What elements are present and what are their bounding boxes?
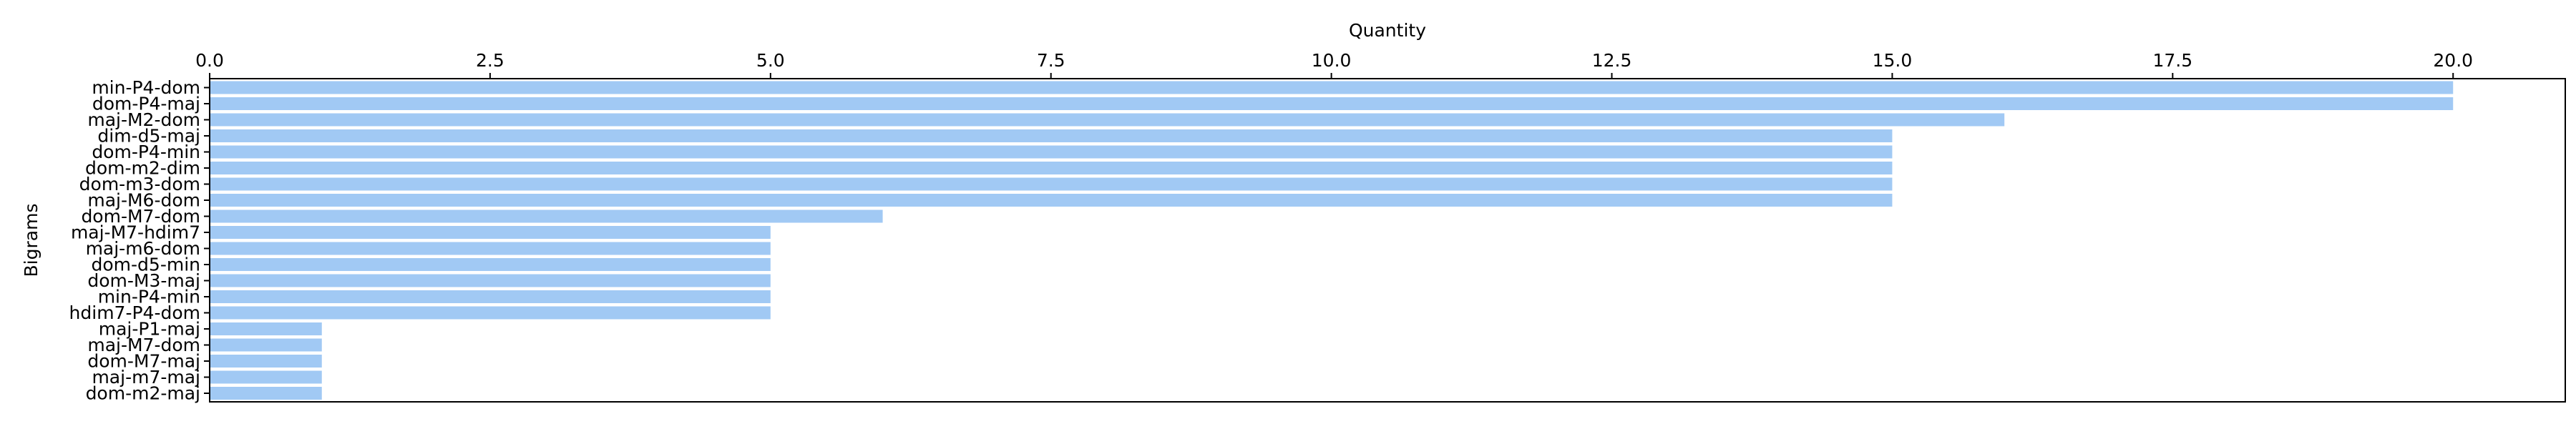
bar-maj-M7-hdim7: [210, 226, 771, 239]
y-tick-label: dom-m3-dom: [79, 174, 200, 194]
y-tick-label: maj-M6-dom: [87, 190, 200, 211]
y-tick-label: maj-M7-dom: [87, 335, 200, 355]
bar-dom-M3-maj: [210, 274, 771, 287]
y-tick-label: dom-m2-dim: [85, 158, 200, 179]
y-tick-label: maj-P1-maj: [99, 319, 200, 340]
y-tick-label: dom-P4-min: [92, 142, 200, 162]
y-tick-label: dom-M7-dom: [81, 206, 200, 227]
bar-min-P4-min: [210, 290, 771, 303]
y-tick-label: maj-m6-dom: [86, 238, 200, 259]
y-tick-layer: min-P4-domdom-P4-majmaj-M2-domdim-d5-maj…: [69, 77, 210, 404]
plot-area: [210, 79, 2565, 402]
x-tick-label: 7.5: [1037, 50, 1065, 71]
y-tick-label: maj-M7-hdim7: [71, 222, 200, 243]
y-tick-label: maj-M2-dom: [87, 109, 200, 130]
bar-dom-P4-min: [210, 145, 1893, 159]
x-tick-label: 5.0: [756, 50, 785, 71]
bar-hdim7-P4-dom: [210, 306, 771, 320]
y-tick-label: dom-P4-maj: [92, 94, 200, 114]
y-tick-label: min-P4-min: [98, 287, 200, 307]
bar-maj-m6-dom: [210, 242, 771, 255]
bar-dom-m2-maj: [210, 387, 322, 400]
x-tick-label: 0.0: [195, 50, 224, 71]
bars-layer: [210, 81, 2454, 400]
bar-maj-M7-dom: [210, 338, 322, 352]
x-tick-label: 12.5: [1592, 50, 1632, 71]
x-tick-layer: 0.0 2.5 5.0 7.5 10.0 12.5 15.0 17.5 20.0: [195, 50, 2473, 79]
bar-dom-m3-dom: [210, 177, 1893, 191]
bar-maj-M2-dom: [210, 113, 2005, 127]
y-tick-label: dom-m2-maj: [86, 383, 200, 404]
x-tick-label: 17.5: [2152, 50, 2192, 71]
y-tick-label: maj-m7-maj: [92, 367, 200, 388]
y-tick-label: dim-d5-maj: [97, 126, 200, 147]
x-axis-title: Quantity: [1349, 20, 1426, 41]
bar-maj-M6-dom: [210, 194, 1893, 207]
bar-dom-M7-dom: [210, 209, 883, 223]
y-tick-label: dom-d5-min: [92, 255, 200, 275]
y-tick-label: dom-M3-maj: [87, 270, 200, 291]
x-tick-label: 15.0: [1873, 50, 1913, 71]
bar-maj-m7-maj: [210, 370, 322, 384]
y-tick-label: dom-M7-maj: [87, 351, 200, 372]
x-tick-label: 10.0: [1312, 50, 1352, 71]
bar-min-P4-dom: [210, 81, 2454, 94]
y-tick-label: hdim7-P4-dom: [69, 302, 200, 323]
bar-dom-M7-maj: [210, 355, 322, 368]
y-axis-title: Bigrams: [21, 204, 42, 277]
plot-frame: [209, 78, 2566, 403]
bar-maj-P1-maj: [210, 322, 322, 335]
x-tick-label: 2.5: [476, 50, 504, 71]
y-tick-label: min-P4-dom: [92, 77, 200, 98]
x-tick-label: 20.0: [2433, 50, 2473, 71]
bar-dim-d5-maj: [210, 129, 1893, 142]
bar-dom-d5-min: [210, 258, 771, 271]
bar-dom-m2-dim: [210, 162, 1893, 174]
bar-dom-P4-maj: [210, 97, 2454, 110]
